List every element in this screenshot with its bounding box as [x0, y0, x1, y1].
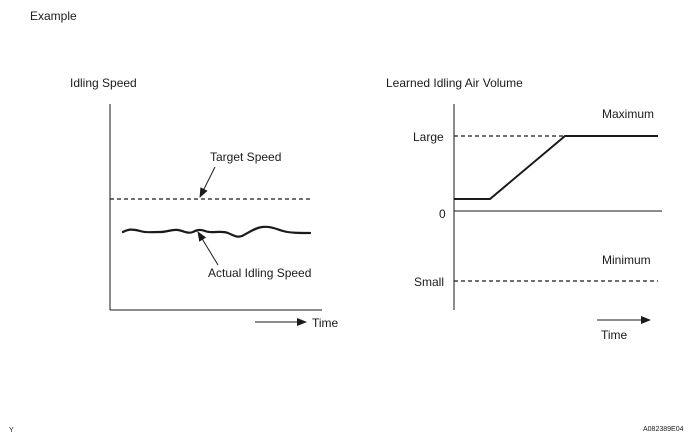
left-chart-title: Idling Speed — [70, 76, 137, 90]
minimum-label: Minimum — [602, 253, 651, 267]
small-tick-label: Small — [414, 275, 445, 289]
actual-speed-pointer — [197, 231, 219, 266]
right-chart — [453, 104, 662, 324]
target-speed-label: Target Speed — [210, 150, 282, 164]
left-chart — [109, 104, 322, 326]
right-chart-title: Learned Idling Air Volume — [386, 76, 523, 90]
actual-idling-speed-curve — [121, 225, 312, 238]
footer-left-mark: Y — [9, 427, 14, 434]
page-title: Example — [30, 9, 77, 23]
target-speed-pointer — [199, 166, 216, 198]
large-tick-label: Large — [413, 130, 444, 144]
figure-id: A082389E04 — [643, 426, 684, 433]
left-time-label: Time — [312, 316, 339, 330]
learned-air-volume-curve — [454, 135, 658, 200]
zero-tick-label: 0 — [439, 207, 446, 221]
actual-idling-speed-label: Actual Idling Speed — [208, 266, 312, 280]
maximum-label: Maximum — [602, 107, 655, 121]
right-time-label: Time — [601, 328, 628, 342]
